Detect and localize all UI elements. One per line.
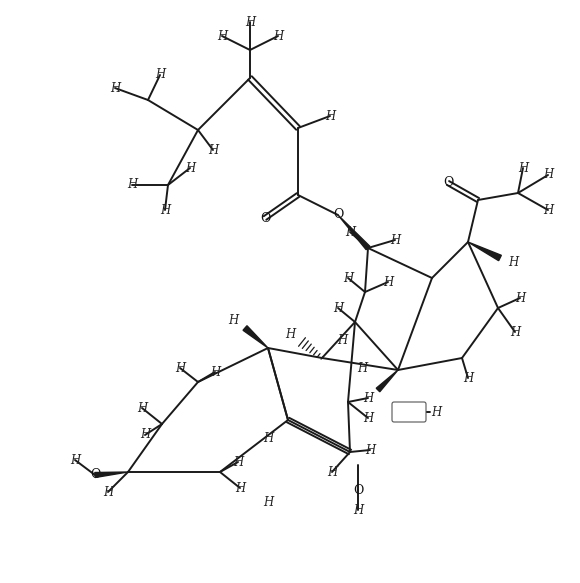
Text: H: H — [431, 406, 441, 419]
Text: O: O — [404, 407, 412, 417]
Text: H: H — [137, 402, 147, 415]
Text: H: H — [228, 314, 238, 326]
Text: H: H — [285, 328, 295, 342]
Text: H: H — [365, 444, 375, 456]
Text: H: H — [208, 143, 218, 156]
Text: H: H — [245, 16, 255, 29]
Text: H: H — [273, 30, 283, 43]
Text: H: H — [510, 325, 520, 339]
Text: H: H — [263, 431, 273, 444]
Text: H: H — [110, 82, 120, 94]
Text: H: H — [160, 203, 170, 216]
Text: H: H — [175, 361, 185, 374]
Text: H: H — [155, 68, 165, 82]
Text: H: H — [515, 292, 525, 304]
Polygon shape — [243, 326, 268, 348]
Text: H: H — [357, 361, 367, 374]
Text: O: O — [353, 483, 363, 497]
Text: H: H — [217, 30, 227, 43]
Text: H: H — [210, 366, 220, 378]
Text: H: H — [343, 272, 353, 285]
Polygon shape — [95, 472, 128, 477]
Polygon shape — [376, 370, 398, 392]
Text: O: O — [90, 469, 100, 482]
Text: H: H — [543, 168, 553, 181]
Text: H: H — [518, 161, 528, 174]
Text: H: H — [383, 276, 393, 289]
FancyBboxPatch shape — [392, 402, 426, 422]
Polygon shape — [338, 215, 370, 250]
Text: H: H — [263, 496, 273, 508]
Text: H: H — [185, 161, 195, 174]
Text: H: H — [390, 234, 400, 247]
Text: H: H — [325, 110, 335, 122]
Text: O: O — [443, 177, 453, 189]
Text: H: H — [363, 392, 373, 405]
Text: H: H — [70, 454, 80, 466]
Text: H: H — [333, 301, 343, 314]
Text: H: H — [327, 465, 337, 479]
Text: H: H — [543, 203, 553, 216]
Text: H: H — [345, 226, 355, 238]
Text: H: H — [103, 486, 113, 498]
Text: H: H — [127, 178, 137, 191]
Text: O: O — [260, 212, 270, 224]
Text: H: H — [363, 412, 373, 424]
Text: H: H — [508, 255, 518, 269]
Text: O: O — [333, 209, 343, 222]
Text: H: H — [463, 371, 473, 385]
Text: H: H — [140, 429, 150, 441]
Text: H: H — [337, 333, 347, 346]
Text: H: H — [235, 482, 245, 494]
Text: H: H — [233, 455, 243, 469]
Text: s: s — [415, 408, 420, 416]
Text: H: H — [353, 504, 363, 517]
Polygon shape — [468, 242, 501, 261]
